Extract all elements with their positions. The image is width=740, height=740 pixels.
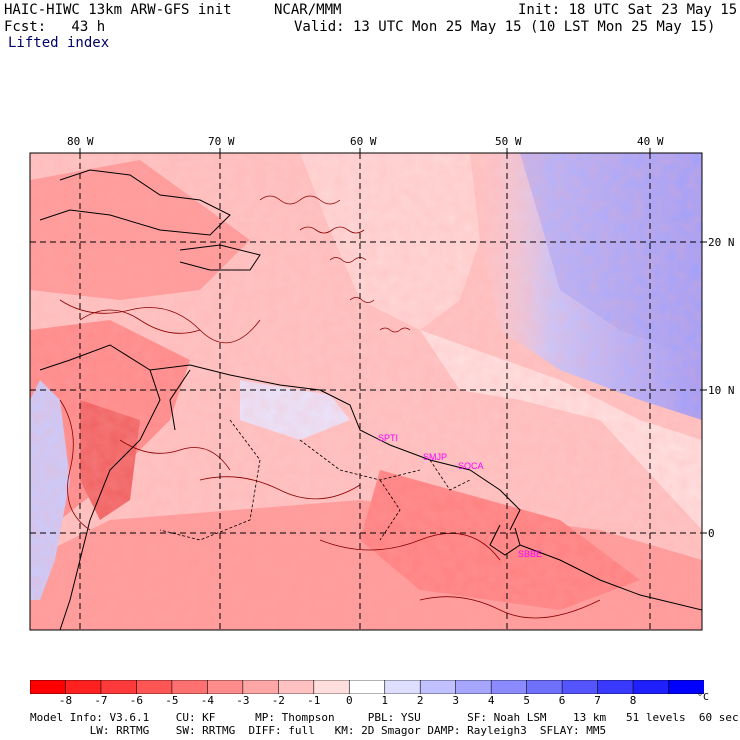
colorbar-tick-label: 4	[487, 694, 495, 707]
station-label-smjp: SMJP	[423, 452, 447, 462]
colorbar-tick-label: 3	[452, 694, 459, 707]
colorbar-swatch	[455, 680, 492, 694]
init-time: Init: 18 UTC Sat 23 May 15	[518, 2, 738, 18]
colorbar-tick-label: -3	[236, 694, 250, 707]
colorbar-swatch	[100, 680, 138, 694]
colorbar-swatch	[207, 680, 244, 694]
colorbar-tick-label: -2	[271, 694, 285, 707]
colorbar-tick-label: 8	[629, 694, 637, 707]
colorbar-tick-label: -1	[307, 694, 321, 707]
lon-label-60w: 60 W	[350, 135, 377, 148]
colorbar-unit: °C	[696, 692, 710, 703]
station-label-soca: SOCA	[458, 461, 484, 471]
colorbar-tick-label: -7	[94, 694, 108, 707]
li-contours	[59, 195, 601, 619]
colorbar-tick-label: 0	[345, 694, 353, 707]
colorbar-swatch	[278, 680, 315, 694]
org-label: NCAR/MMM	[274, 2, 342, 18]
coast-cuba	[39, 169, 231, 236]
model-info-line1: Model Info: V3.6.1 CU: KF MP: Thompson P…	[30, 711, 739, 724]
colorbar-swatch	[668, 680, 704, 694]
colorbar-tick-label: -8	[58, 694, 73, 707]
lat-label-0: 0	[708, 527, 715, 540]
lon-label-70w: 70 W	[208, 135, 235, 148]
station-label-sbbe: SBBE	[518, 549, 542, 559]
coastlines	[39, 169, 702, 630]
colorbar-swatch	[597, 680, 634, 694]
colorbar-swatch	[490, 680, 528, 694]
colorbar-tick-label: 6	[558, 694, 566, 707]
colorbar-swatch	[65, 680, 102, 694]
station-label-spti: SPTI	[378, 433, 398, 443]
colorbar-swatch	[313, 680, 351, 694]
model-title: HAIC-HIWC 13km ARW-GFS init	[4, 2, 232, 18]
map-frame	[29, 152, 703, 631]
colorbar-tick-label: -6	[129, 694, 144, 707]
lat-label-10n: 10 N	[708, 384, 735, 397]
colorbar-swatch	[561, 680, 599, 694]
colorbar-tick-label: 7	[594, 694, 601, 707]
colorbar-swatch	[384, 680, 422, 694]
lon-label-80w: 80 W	[67, 135, 94, 148]
colorbar-swatch	[419, 680, 457, 694]
valid-time: Valid: 13 UTC Mon 25 May 15 (10 LST Mon …	[294, 19, 716, 35]
colorbar-swatch	[526, 680, 563, 694]
colorbar	[30, 680, 704, 694]
colorbar-swatch	[171, 680, 209, 694]
colorbar-swatch	[136, 680, 173, 694]
colorbar-swatch	[242, 680, 280, 694]
colorbar-swatch	[30, 680, 67, 694]
field-texture	[30, 153, 702, 630]
colorbar-tick-label: -4	[200, 694, 214, 707]
colorbar-tick-label: 1	[381, 694, 389, 707]
colorbar-tick-label: 2	[416, 694, 424, 707]
colorbar-tick-label: 5	[523, 694, 530, 707]
lon-label-50w: 50 W	[495, 135, 522, 148]
colorbar-tick-label: -5	[165, 694, 179, 707]
model-info-line2: LW: RRTMG SW: RRTMG DIFF: full KM: 2D Sm…	[30, 724, 607, 737]
field-name: Lifted index	[8, 35, 110, 51]
map-field: SPTI SMJP SOCA SBBE	[30, 153, 702, 630]
lat-lon-grid	[30, 153, 702, 630]
colorbar-swatch	[348, 680, 386, 694]
colorbar-swatch	[632, 680, 670, 694]
lon-label-40w: 40 W	[637, 135, 664, 148]
lat-label-20n: 20 N	[708, 236, 735, 249]
coast-hispaniola	[179, 244, 261, 271]
forecast-hour: Fcst: 43 h	[4, 19, 106, 35]
map-ticks	[79, 148, 707, 534]
